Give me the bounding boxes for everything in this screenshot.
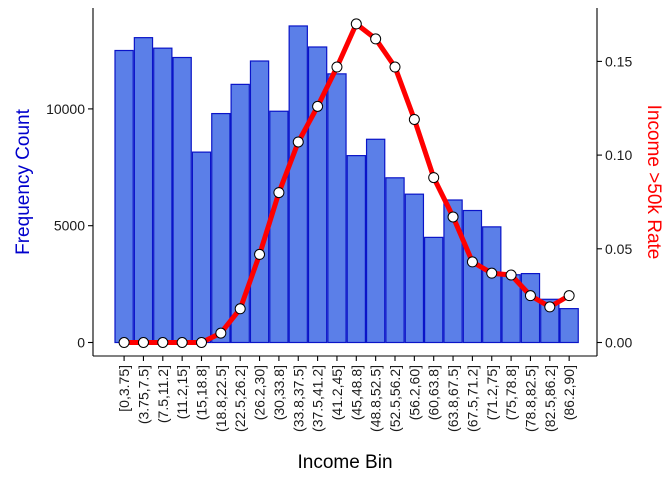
bar bbox=[327, 73, 347, 344]
bar bbox=[424, 236, 444, 344]
x-tick-label: (52.5,56.2] bbox=[387, 365, 403, 432]
x-tick-label: (37.5,41.2] bbox=[310, 365, 326, 432]
y2-tick-label: 0.10 bbox=[605, 147, 632, 163]
rate-point bbox=[563, 290, 575, 302]
bar bbox=[365, 138, 386, 344]
bar bbox=[133, 37, 154, 344]
rate-point bbox=[157, 337, 169, 348]
rate-point bbox=[505, 269, 517, 281]
rate-point bbox=[196, 337, 207, 348]
x-tick-label: (41.2,45] bbox=[329, 365, 345, 420]
axes bbox=[92, 8, 598, 357]
bar bbox=[191, 151, 212, 344]
bar bbox=[540, 298, 560, 344]
rate-point bbox=[447, 211, 459, 223]
bar bbox=[559, 308, 579, 344]
rate-point bbox=[466, 256, 478, 268]
x-tick-label: (30,33.8] bbox=[271, 365, 287, 420]
rate-point bbox=[312, 100, 324, 112]
bar bbox=[404, 193, 425, 344]
x-tick-label: (26.2,30] bbox=[252, 365, 268, 420]
rate-point bbox=[292, 136, 304, 148]
rate-point bbox=[486, 267, 498, 279]
x-tick-label: (48.8,52.5] bbox=[368, 365, 384, 432]
rate-point bbox=[428, 172, 440, 184]
bar bbox=[172, 56, 192, 344]
rate-point bbox=[254, 248, 266, 260]
x-tick-label: (33.8,37.5] bbox=[290, 365, 306, 432]
bar bbox=[346, 155, 367, 344]
rate-point bbox=[137, 337, 149, 348]
rate-point bbox=[408, 113, 420, 125]
x-tick-label: (45,48.8] bbox=[348, 365, 364, 420]
x-axis-title: Income Bin bbox=[297, 452, 392, 473]
rate-point bbox=[389, 61, 401, 73]
y2-tick-label: 0.00 bbox=[605, 335, 632, 351]
x-tick-label: (3.75,7.5] bbox=[135, 365, 151, 424]
rate-point bbox=[118, 337, 130, 348]
bar bbox=[211, 112, 231, 344]
bar bbox=[482, 226, 502, 344]
rate-point bbox=[331, 61, 343, 73]
y-tick-label: 0 bbox=[77, 335, 85, 351]
rate-point bbox=[176, 337, 188, 348]
bar bbox=[288, 25, 308, 344]
x-tick-label: [0,3.75] bbox=[116, 365, 132, 412]
bar bbox=[249, 60, 270, 344]
bar bbox=[114, 49, 134, 344]
bar bbox=[462, 209, 483, 344]
x-tick-label: (56.2,60] bbox=[406, 365, 422, 420]
y2-tick-label: 0.15 bbox=[605, 53, 632, 69]
y-axis-title: Frequency Count bbox=[13, 108, 34, 254]
left-y-ticks: 0 5000 10000 bbox=[46, 101, 93, 351]
x-tick-label: (67.5,71.2] bbox=[464, 365, 480, 432]
y-tick-label: 10000 bbox=[46, 101, 85, 117]
right-y-ticks: 0.00 0.05 0.10 0.15 bbox=[597, 53, 632, 351]
rate-point bbox=[273, 187, 285, 199]
bar bbox=[385, 177, 405, 344]
bar-series bbox=[114, 25, 579, 344]
x-tick-label: (75,78.8] bbox=[503, 365, 519, 420]
x-tick-label: (11.2,15] bbox=[174, 365, 190, 419]
y2-axis-title: Income >50k Rate bbox=[643, 105, 664, 260]
x-tick-label: (86.2,90] bbox=[561, 365, 577, 420]
rate-point bbox=[234, 303, 246, 315]
x-tick-label: (18.8,22.5] bbox=[213, 365, 229, 432]
y-tick-label: 5000 bbox=[54, 218, 85, 234]
bar bbox=[443, 199, 463, 344]
x-tick-label: (15,18.8] bbox=[194, 365, 210, 420]
x-tick-label: (78.8,82.5] bbox=[522, 365, 538, 432]
bar bbox=[269, 110, 289, 344]
line-series bbox=[118, 18, 575, 348]
x-tick-label: (22.5,26.2] bbox=[232, 365, 248, 432]
bar bbox=[520, 272, 541, 344]
bar bbox=[307, 46, 328, 344]
rate-point bbox=[370, 33, 382, 45]
rate-point bbox=[544, 301, 556, 313]
bar bbox=[230, 83, 250, 344]
x-ticks: [0,3.75] (3.75,7.5] (7.5,11.2] (11.2,15] (15… bbox=[116, 356, 577, 432]
x-tick-label: (7.5,11.2] bbox=[155, 365, 171, 423]
rate-point bbox=[215, 327, 227, 339]
bar bbox=[153, 47, 173, 344]
x-tick-label: (63.8,67.5] bbox=[445, 365, 461, 432]
rate-point bbox=[350, 18, 362, 30]
x-tick-label: (82.5,86.2] bbox=[542, 365, 558, 432]
x-tick-label: (71.2,75] bbox=[484, 365, 500, 420]
rate-point bbox=[524, 290, 536, 302]
y2-tick-label: 0.05 bbox=[605, 241, 632, 257]
x-tick-label: (60,63.8] bbox=[426, 365, 442, 420]
